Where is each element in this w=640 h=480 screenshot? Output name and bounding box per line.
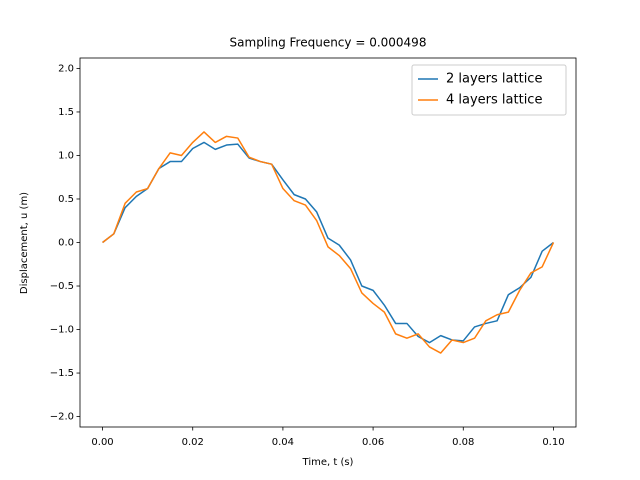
y-tick-label: −1.5: [50, 368, 74, 379]
y-tick-label: 2.0: [58, 63, 74, 74]
y-tick-label: −0.5: [50, 281, 74, 292]
legend-label: 4 layers lattice: [446, 93, 542, 108]
y-tick-label: −1.0: [50, 325, 74, 336]
chart-title: Sampling Frequency = 0.000498: [230, 36, 427, 50]
legend-label: 2 layers lattice: [446, 72, 542, 87]
x-tick-label: 0.00: [91, 437, 113, 448]
x-axis-label: Time, t (s): [302, 457, 354, 468]
y-tick-label: −2.0: [50, 412, 74, 423]
y-tick-label: 1.0: [58, 150, 74, 161]
plot-frame: [79, 57, 577, 428]
y-tick-label: 0.5: [58, 194, 74, 205]
line-series: [102, 141, 554, 344]
y-tick-label: 1.5: [58, 107, 74, 118]
x-tick-label: 0.10: [542, 437, 564, 448]
y-tick-label: 0.0: [58, 238, 74, 249]
x-tick-label: 0.06: [362, 437, 384, 448]
x-tick-label: 0.02: [182, 437, 204, 448]
legend-box: [411, 64, 567, 116]
y-axis-label: Displacement, u (m): [19, 192, 30, 294]
x-tick-label: 0.08: [452, 437, 474, 448]
x-tick-label: 0.04: [272, 437, 294, 448]
line-series: [102, 131, 555, 354]
